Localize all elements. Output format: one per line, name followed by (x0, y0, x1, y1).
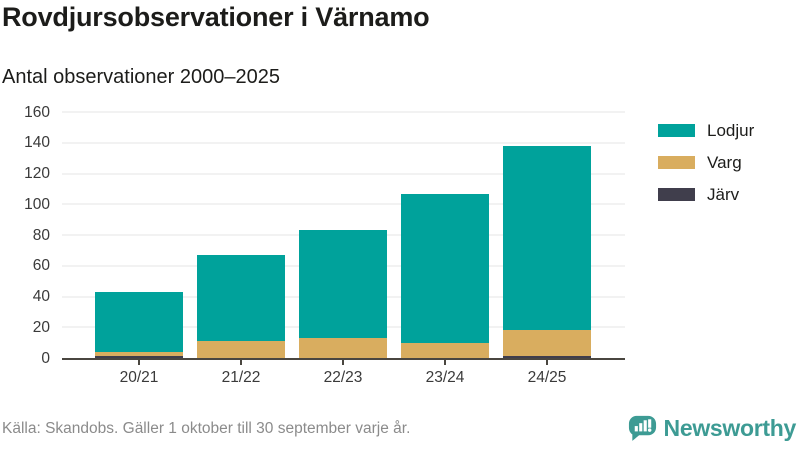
y-axis-tick-label: 100 (24, 195, 50, 213)
gridline (62, 111, 625, 113)
legend-item-lodjur: Lodjur (658, 122, 754, 139)
x-axis-category-label: 22/23 (323, 369, 363, 386)
bar-segment-lodjur (299, 230, 387, 339)
stacked-bar (197, 112, 285, 358)
gridline (62, 173, 625, 174)
y-axis-tick-label: 0 (41, 349, 50, 367)
x-axis-category-label: 24/25 (527, 369, 567, 386)
bar-segment-varg (299, 338, 387, 358)
y-axis-tick-label: 80 (32, 226, 50, 244)
legend-label: Järv (707, 185, 740, 204)
bar-segment-lodjur (197, 255, 285, 342)
newsworthy-wordmark: Newsworthy (663, 415, 797, 441)
stacked-bar (299, 112, 387, 358)
bar-segment-jarv (503, 356, 591, 358)
legend-item-jarv: Järv (658, 186, 754, 203)
y-axis-tick-label: 40 (32, 287, 50, 305)
y-axis-tick-label: 20 (32, 318, 50, 336)
bar-group-21-22: 21/22 (197, 112, 285, 386)
y-axis-tick-label: 120 (24, 164, 50, 182)
x-axis-category-label: 21/22 (221, 369, 261, 386)
stacked-bar (503, 112, 591, 358)
stacked-bar (95, 112, 183, 358)
legend-swatch-lodjur (658, 124, 695, 137)
bar-segment-lodjur (401, 193, 489, 343)
bar-group-23-24: 23/24 (401, 112, 489, 386)
chart-subtitle: Antal observationer 2000–2025 (2, 66, 280, 88)
y-axis-tick-label: 140 (24, 134, 50, 151)
page-title: Rovdjursobservationer i Värnamo (2, 2, 430, 32)
x-axis-tick (342, 360, 344, 365)
gridline (62, 142, 625, 144)
legend-label: Varg (707, 153, 742, 172)
newsworthy-logo: Newsworthy (627, 413, 796, 444)
x-axis-tick (444, 360, 446, 365)
bar-segment-jarv (95, 356, 183, 358)
x-axis-tick (138, 360, 140, 365)
bar-group-20-21: 20/21 (95, 112, 183, 386)
bar-segment-varg (503, 330, 591, 357)
bar-group-24-25: 24/25 (503, 112, 591, 386)
stacked-bar (401, 112, 489, 358)
bar-segment-lodjur (95, 291, 183, 352)
x-axis-category-label: 20/21 (119, 369, 159, 386)
legend-swatch-jarv (658, 188, 695, 201)
newsworthy-speech-bubble-icon (628, 415, 656, 441)
y-axis-tick-label: 60 (32, 257, 50, 274)
x-axis-tick (546, 360, 548, 365)
gridline (62, 203, 625, 205)
bar-group-22-23: 22/23 (299, 112, 387, 386)
x-axis-category-label: 23/24 (425, 369, 465, 386)
bar-segment-varg (197, 341, 285, 358)
bar-segment-varg (95, 351, 183, 357)
source-note: Källa: Skandobs. Gäller 1 oktober till 3… (2, 419, 411, 437)
plot-area: 0 20 40 60 80 100 120 140 160 20/21 21/22 22/23 23/2… (24, 104, 625, 386)
legend: Lodjur Varg Järv (658, 122, 754, 218)
bar-segment-lodjur (503, 145, 591, 331)
footer: Källa: Skandobs. Gäller 1 oktober till 3… (2, 413, 796, 444)
x-axis-tick (240, 360, 242, 365)
bar-segment-varg (401, 342, 489, 358)
bars-container: 20/21 21/22 22/23 23/24 24/25 (95, 112, 591, 386)
legend-label: Lodjur (707, 121, 755, 140)
y-axis-tick-label: 160 (24, 103, 50, 121)
bar-chart: 0 20 40 60 80 100 120 140 160 20/21 21/22 22/23 23/2… (0, 100, 660, 400)
legend-item-varg: Varg (658, 154, 754, 171)
legend-swatch-varg (658, 156, 695, 169)
